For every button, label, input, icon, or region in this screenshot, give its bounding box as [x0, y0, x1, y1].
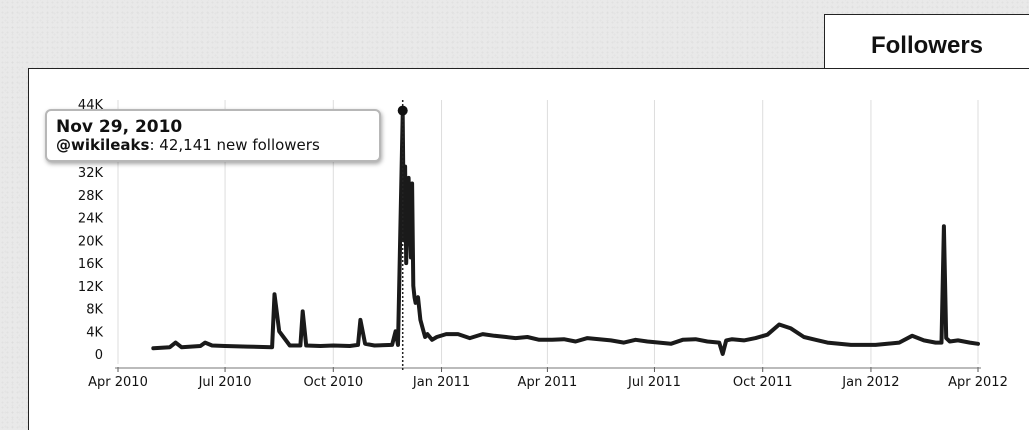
- x-tick-label: Oct 2010: [303, 375, 363, 390]
- x-tick-label: Jan 2011: [412, 375, 470, 390]
- y-tick-label: 0: [95, 348, 103, 363]
- data-tooltip: Nov 29, 2010 @wikileaks: 42,141 new foll…: [45, 109, 381, 162]
- x-tick-label: Jan 2012: [841, 375, 899, 390]
- series-layer: [151, 112, 980, 356]
- highlight-layer: [397, 100, 408, 370]
- tooltip-date: Nov 29, 2010: [56, 117, 183, 137]
- tooltip-line: @wikileaks: 42,141 new followers: [56, 136, 379, 154]
- tab-title: Followers: [870, 32, 984, 59]
- y-tick-label: 28K: [78, 189, 104, 204]
- tooltip-user: @wikileaks: [56, 136, 150, 154]
- tooltip-text: : 42,141 new followers: [149, 136, 320, 154]
- series-line-followers: [151, 112, 980, 356]
- y-tick-label: 20K: [78, 234, 104, 249]
- x-tick-label: Jul 2010: [198, 375, 252, 390]
- x-tick-label: Apr 2011: [518, 375, 578, 390]
- y-tick-label: 12K: [78, 280, 104, 295]
- x-tick-label: Oct 2011: [733, 375, 793, 390]
- y-tick-label: 16K: [78, 257, 104, 272]
- x-axis-ticks: Apr 2010 Jul 2010 Oct 2010 Jan 2011 Apr 2011…: [88, 367, 1008, 390]
- y-tick-label: 24K: [78, 212, 104, 227]
- followers-tab[interactable]: Followers: [824, 14, 1029, 70]
- y-tick-label: 32K: [78, 166, 104, 181]
- y-tick-label: 8K: [86, 303, 103, 318]
- x-tick-label: Apr 2010: [88, 375, 148, 390]
- x-tick-label: Jul 2011: [627, 375, 681, 390]
- y-tick-label: 4K: [86, 325, 103, 340]
- highlight-point: [397, 105, 408, 116]
- x-tick-label: Apr 2012: [948, 375, 1008, 390]
